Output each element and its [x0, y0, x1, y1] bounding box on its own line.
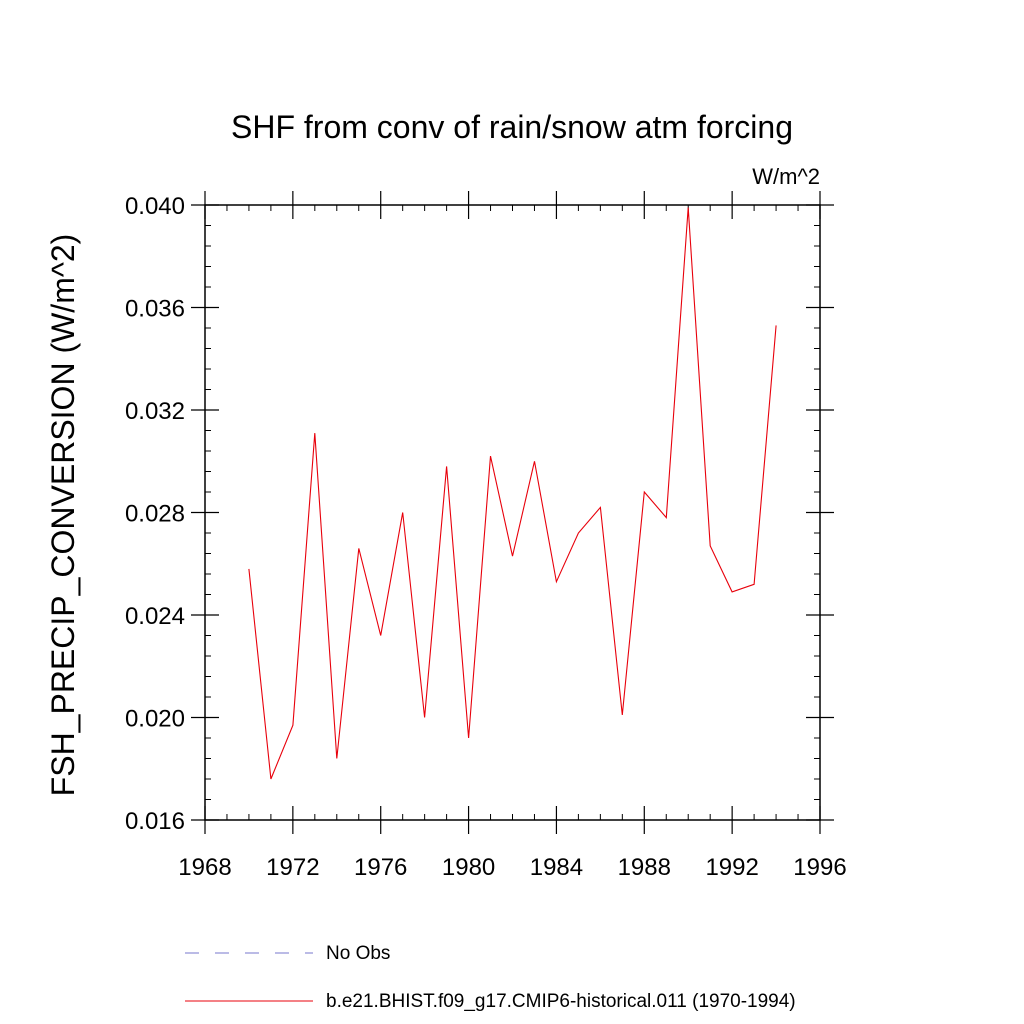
x-tick-label: 1984: [530, 854, 583, 881]
y-axis-label: FSH_PRECIP_CONVERSION (W/m^2): [45, 234, 81, 797]
y-axis: 0.016 0.020 0.024 0.028 0.032 0.036 0.040: [125, 193, 834, 835]
legend-label-historical: b.e21.BHIST.f09_g17.CMIP6-historical.011…: [326, 991, 796, 1012]
x-tick-label: 1988: [618, 854, 671, 881]
y-tick-label: 0.024: [125, 603, 185, 630]
legend: No Obs b.e21.BHIST.f09_g17.CMIP6-histori…: [185, 943, 796, 1012]
x-tick-label: 1968: [178, 854, 231, 881]
x-axis: 1968 1972 1976 1980 1984 1988 1992 1996: [178, 191, 847, 881]
x-tick-label: 1972: [266, 854, 319, 881]
series-line-0: [248, 207, 777, 780]
chart-title: SHF from conv of rain/snow atm forcing: [231, 109, 793, 145]
y-tick-label: 0.028: [125, 501, 185, 528]
x-tick-label: 1996: [793, 854, 846, 881]
x-tick-label: 1992: [705, 854, 758, 881]
y-tick-label: 0.040: [125, 193, 185, 220]
y-tick-label: 0.016: [125, 808, 185, 835]
legend-label-no-obs: No Obs: [326, 943, 390, 964]
y-tick-label: 0.036: [125, 296, 185, 323]
series-layer: [248, 207, 777, 780]
y-tick-label: 0.032: [125, 398, 185, 425]
y-tick-label: 0.020: [125, 706, 185, 733]
plot-frame: [204, 204, 821, 821]
x-tick-label: 1976: [354, 854, 407, 881]
units-label: W/m^2: [752, 164, 820, 189]
x-tick-label: 1980: [442, 854, 495, 881]
